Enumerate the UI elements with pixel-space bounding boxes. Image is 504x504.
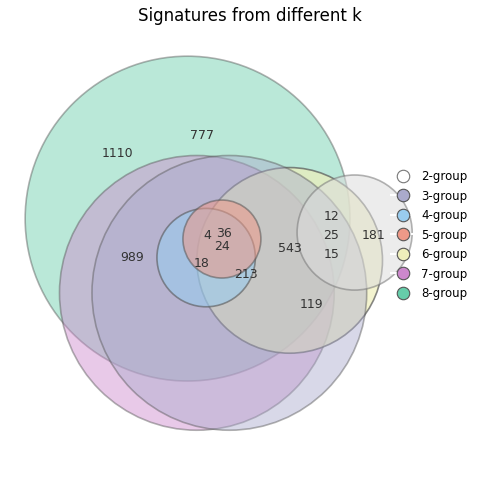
Text: 213: 213 bbox=[234, 268, 258, 281]
Circle shape bbox=[157, 209, 256, 307]
Legend: 2-group, 3-group, 4-group, 5-group, 6-group, 7-group, 8-group: 2-group, 3-group, 4-group, 5-group, 6-gr… bbox=[387, 165, 472, 305]
Text: 25: 25 bbox=[324, 229, 339, 242]
Text: 12: 12 bbox=[324, 210, 339, 223]
Text: 24: 24 bbox=[214, 240, 230, 253]
Text: 181: 181 bbox=[361, 229, 385, 242]
Text: 989: 989 bbox=[120, 251, 144, 264]
Circle shape bbox=[297, 175, 412, 290]
Circle shape bbox=[183, 200, 261, 278]
Text: 543: 543 bbox=[278, 242, 301, 255]
Circle shape bbox=[25, 56, 350, 381]
Title: Signatures from different k: Signatures from different k bbox=[138, 7, 362, 25]
Text: 777: 777 bbox=[190, 129, 214, 142]
Text: 1110: 1110 bbox=[102, 147, 134, 160]
Text: 4: 4 bbox=[203, 229, 211, 242]
Text: 15: 15 bbox=[324, 248, 339, 261]
Circle shape bbox=[197, 167, 383, 353]
Circle shape bbox=[92, 156, 367, 430]
Circle shape bbox=[59, 156, 334, 430]
Text: 18: 18 bbox=[194, 257, 210, 270]
Text: 36: 36 bbox=[216, 227, 232, 240]
Text: 119: 119 bbox=[299, 297, 323, 310]
